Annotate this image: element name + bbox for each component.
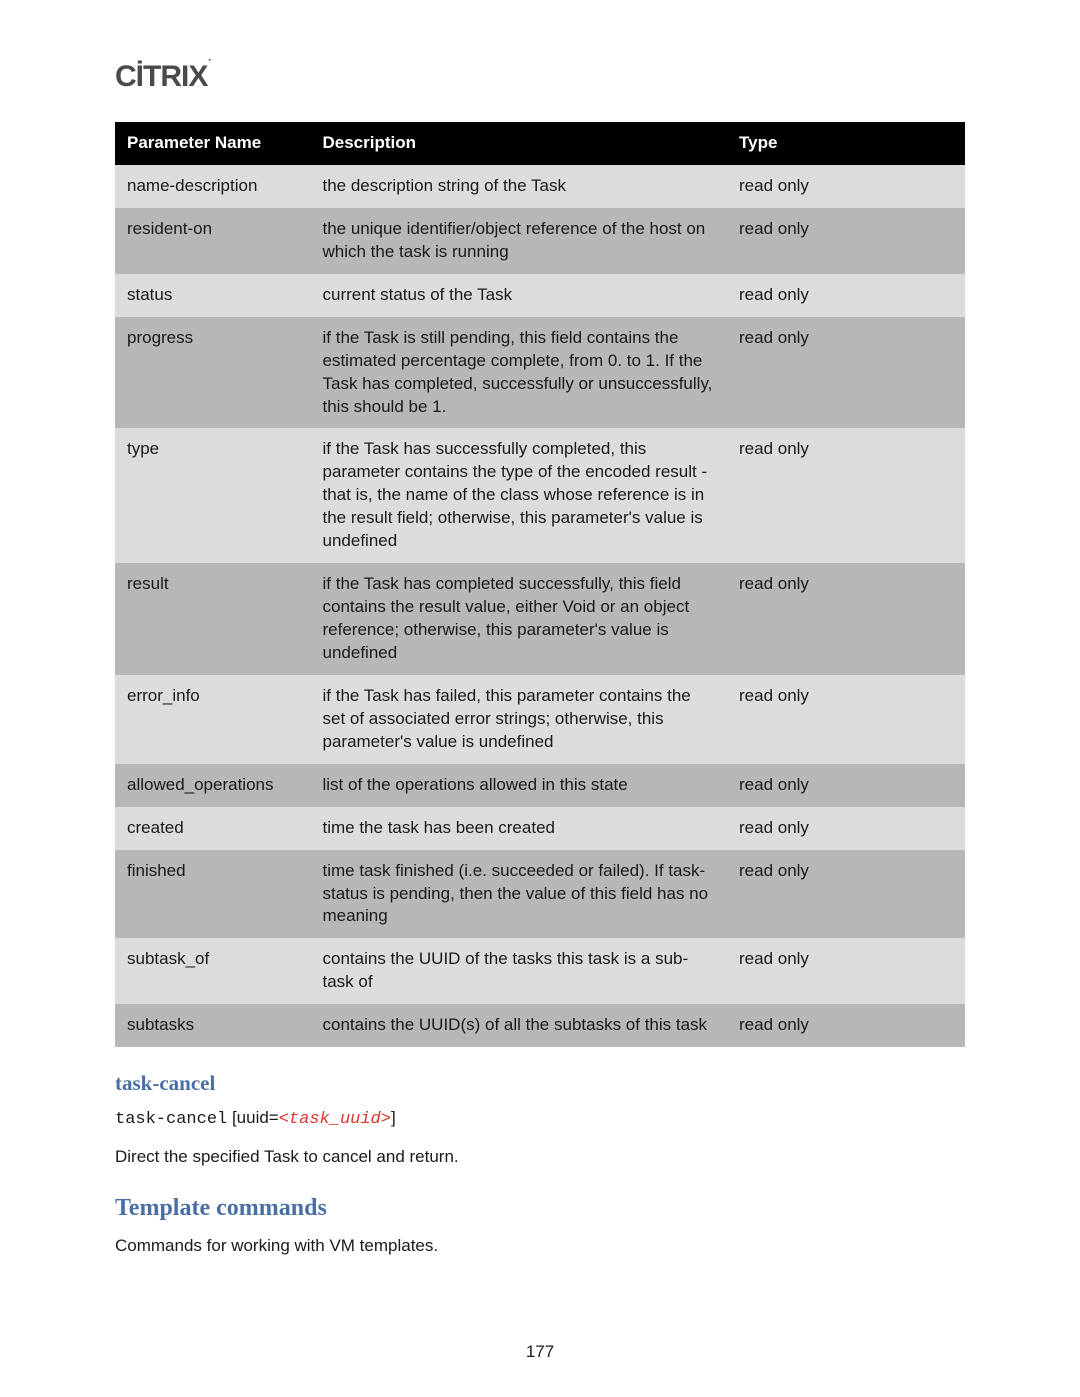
param-name-cell: result (115, 563, 311, 675)
table-row: progressif the Task is still pending, th… (115, 317, 965, 429)
param-name-cell: allowed_operations (115, 764, 311, 807)
citrix-logo: CİTRIX˙ (115, 60, 965, 94)
param-desc-cell: the unique identifier/object reference o… (311, 208, 728, 274)
col-header-name: Parameter Name (115, 122, 311, 165)
param-type-cell: read only (727, 675, 965, 764)
param-desc-cell: current status of the Task (311, 274, 728, 317)
task-cancel-command: task-cancel (115, 1110, 227, 1129)
task-cancel-arg-suffix: ] (391, 1108, 396, 1127)
parameters-table: Parameter Name Description Type name-des… (115, 122, 965, 1047)
param-name-cell: name-description (115, 165, 311, 208)
table-row: statuscurrent status of the Taskread onl… (115, 274, 965, 317)
param-type-cell: read only (727, 938, 965, 1004)
param-name-cell: created (115, 807, 311, 850)
table-row: createdtime the task has been createdrea… (115, 807, 965, 850)
param-type-cell: read only (727, 165, 965, 208)
param-desc-cell: time the task has been created (311, 807, 728, 850)
table-row: resultif the Task has completed successf… (115, 563, 965, 675)
param-type-cell: read only (727, 274, 965, 317)
col-header-desc: Description (311, 122, 728, 165)
param-name-cell: error_info (115, 675, 311, 764)
param-type-cell: read only (727, 317, 965, 429)
param-desc-cell: time task finished (i.e. succeeded or fa… (311, 850, 728, 939)
param-type-cell: read only (727, 208, 965, 274)
table-row: subtaskscontains the UUID(s) of all the … (115, 1004, 965, 1047)
param-desc-cell: if the Task has failed, this parameter c… (311, 675, 728, 764)
param-desc-cell: if the Task is still pending, this field… (311, 317, 728, 429)
param-desc-cell: list of the operations allowed in this s… (311, 764, 728, 807)
task-cancel-usage: task-cancel [uuid=<task_uuid>] (115, 1108, 965, 1129)
param-name-cell: subtasks (115, 1004, 311, 1047)
table-row: name-descriptionthe description string o… (115, 165, 965, 208)
table-header-row: Parameter Name Description Type (115, 122, 965, 165)
task-cancel-description: Direct the specified Task to cancel and … (115, 1147, 965, 1167)
param-type-cell: read only (727, 807, 965, 850)
param-name-cell: progress (115, 317, 311, 429)
param-desc-cell: if the Task has successfully completed, … (311, 428, 728, 563)
table-row: typeif the Task has successfully complet… (115, 428, 965, 563)
param-name-cell: finished (115, 850, 311, 939)
logo-text: CİTRIX (115, 60, 207, 93)
table-row: error_infoif the Task has failed, this p… (115, 675, 965, 764)
template-commands-heading: Template commands (115, 1195, 965, 1222)
param-desc-cell: if the Task has completed successfully, … (311, 563, 728, 675)
task-cancel-heading: task-cancel (115, 1071, 965, 1096)
page-number: 177 (0, 1342, 1080, 1362)
param-type-cell: read only (727, 850, 965, 939)
table-row: allowed_operationslist of the operations… (115, 764, 965, 807)
table-row: subtask_ofcontains the UUID of the tasks… (115, 938, 965, 1004)
template-commands-description: Commands for working with VM templates. (115, 1236, 965, 1256)
param-type-cell: read only (727, 428, 965, 563)
task-cancel-arg-token: <task_uuid> (279, 1110, 391, 1129)
param-desc-cell: the description string of the Task (311, 165, 728, 208)
col-header-type: Type (727, 122, 965, 165)
table-row: resident-onthe unique identifier/object … (115, 208, 965, 274)
logo-dot: ˙ (207, 56, 211, 72)
param-name-cell: status (115, 274, 311, 317)
param-type-cell: read only (727, 1004, 965, 1047)
task-cancel-arg-prefix: [uuid= (227, 1108, 279, 1127)
table-row: finishedtime task finished (i.e. succeed… (115, 850, 965, 939)
param-name-cell: type (115, 428, 311, 563)
param-desc-cell: contains the UUID of the tasks this task… (311, 938, 728, 1004)
param-name-cell: resident-on (115, 208, 311, 274)
param-name-cell: subtask_of (115, 938, 311, 1004)
param-desc-cell: contains the UUID(s) of all the subtasks… (311, 1004, 728, 1047)
param-type-cell: read only (727, 764, 965, 807)
param-type-cell: read only (727, 563, 965, 675)
